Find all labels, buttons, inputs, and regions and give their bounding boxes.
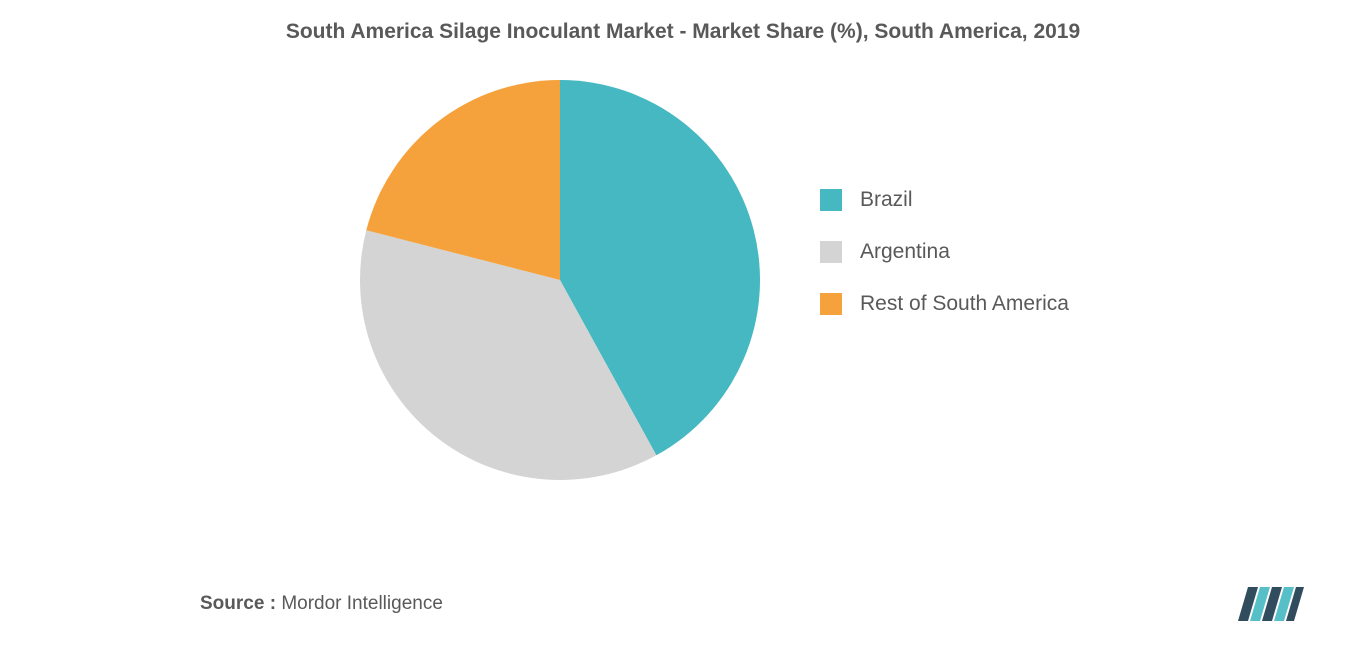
legend-label: Brazil [860, 188, 913, 212]
legend-item: Rest of South America [820, 292, 1200, 316]
chart-title: South America Silage Inoculant Market - … [0, 20, 1366, 44]
brand-logo [1236, 581, 1306, 625]
source-value: Mordor Intelligence [281, 593, 443, 614]
legend-swatch [820, 189, 842, 211]
legend-item: Argentina [820, 240, 1200, 264]
pie-svg [360, 80, 760, 480]
source-line: Source : Mordor Intelligence [200, 593, 443, 615]
source-label: Source : [200, 593, 276, 614]
legend-label: Rest of South America [860, 292, 1069, 316]
chart-container: South America Silage Inoculant Market - … [0, 0, 1366, 655]
logo-svg [1236, 581, 1306, 625]
legend-item: Brazil [820, 188, 1200, 212]
legend-swatch [820, 293, 842, 315]
legend-swatch [820, 241, 842, 263]
legend: Brazil Argentina Rest of South America [820, 160, 1200, 344]
pie-chart [360, 80, 760, 480]
legend-label: Argentina [860, 240, 950, 264]
